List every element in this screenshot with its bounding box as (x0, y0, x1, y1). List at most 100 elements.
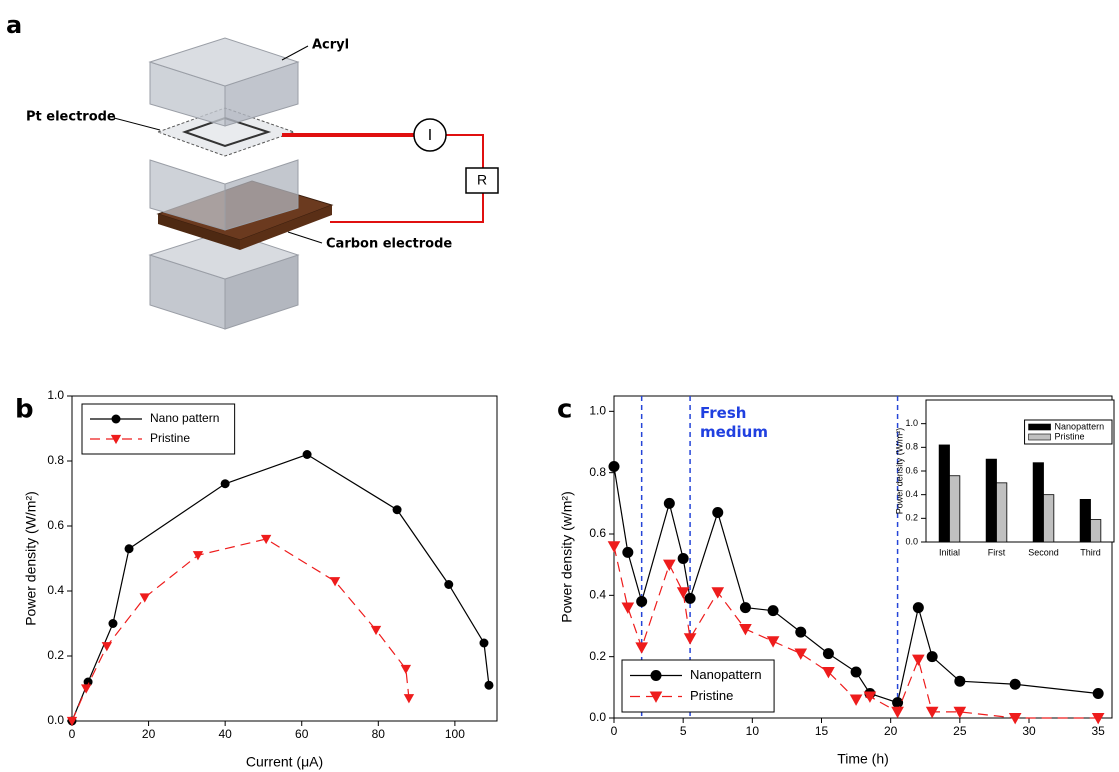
x-tick-label: 30 (1022, 724, 1036, 738)
y-tick-label: 1.0 (47, 388, 64, 402)
marker (663, 559, 676, 571)
marker (912, 654, 925, 667)
legend-marker (111, 414, 121, 424)
bar (1043, 494, 1055, 543)
x-tick-label: 25 (953, 724, 967, 738)
marker (444, 580, 454, 589)
marker (260, 534, 272, 545)
y-tick-label: 0.2 (47, 648, 64, 662)
y-tick-label: 0.8 (47, 453, 64, 467)
y-tick-label: 0.0 (905, 536, 918, 546)
y-tick-label: 0.6 (47, 518, 64, 532)
marker (891, 706, 904, 719)
annotation: Fresh medium (700, 404, 768, 441)
bar (996, 482, 1008, 543)
marker (822, 648, 834, 660)
marker (912, 602, 924, 614)
marker (676, 587, 690, 599)
series-line (71, 538, 410, 722)
legend-label: Pristine (690, 688, 733, 703)
y-axis-label: Power density (w/m²) (559, 491, 575, 622)
y-tick-label: 0.4 (47, 583, 64, 597)
marker (622, 546, 634, 558)
legend-marker (650, 670, 662, 681)
x-tick-label: 60 (295, 727, 309, 741)
y-tick-label: 0.6 (589, 526, 606, 540)
marker (636, 595, 648, 607)
x-tick-label: 10 (746, 724, 760, 738)
x-axis-label: Time (h) (837, 751, 889, 767)
bar (985, 458, 997, 543)
x-tick-label: 20 (884, 724, 898, 738)
y-tick-label: 0.8 (589, 465, 606, 479)
x-tick-label: 5 (680, 724, 687, 738)
marker (739, 602, 751, 614)
marker (684, 592, 696, 604)
x-tick-label: 100 (445, 727, 465, 741)
marker (1091, 712, 1105, 725)
marker (329, 577, 341, 587)
device-diagram: a I R Acryl Pt electrode Carbon electrod (6, 11, 499, 330)
marker (608, 461, 620, 473)
marker (403, 694, 415, 704)
wire (446, 134, 484, 168)
marker (892, 697, 904, 709)
callout (113, 117, 161, 131)
marker (794, 648, 808, 660)
resistor-label: R (477, 172, 487, 188)
x-tick-label: Initial (939, 547, 960, 557)
carbon-plate (158, 214, 240, 250)
marker (83, 677, 93, 687)
x-tick-label: Third (1080, 547, 1101, 557)
marker (925, 706, 939, 719)
marker (863, 691, 877, 703)
resistor (465, 167, 499, 194)
x-tick-label: 0 (611, 724, 618, 738)
block-face (148, 37, 300, 87)
callout-label: Carbon electrode (326, 237, 452, 252)
callout-label: Pt electrode (26, 110, 116, 125)
legend-frame (621, 659, 775, 713)
x-tick-label: 35 (1091, 724, 1105, 738)
marker (1008, 712, 1022, 725)
marker (683, 633, 697, 645)
x-tick-label: Second (1028, 547, 1059, 557)
legend-label: Nanopattern (1055, 421, 1105, 431)
y-tick-label: 0.4 (589, 588, 606, 602)
marker (677, 553, 689, 565)
marker (479, 638, 489, 648)
legend-label: Pristine (1055, 431, 1085, 441)
bar (1032, 462, 1044, 543)
y-tick-label: 0.4 (905, 489, 918, 499)
marker (370, 625, 382, 636)
marker (192, 551, 204, 561)
marker (124, 544, 134, 554)
legend-marker (649, 691, 663, 703)
marker (392, 505, 402, 515)
marker (80, 684, 92, 694)
panel-label: a (6, 11, 22, 39)
marker (849, 694, 863, 706)
y-tick-label: 0.8 (905, 442, 918, 452)
marker (711, 587, 725, 599)
x-axis-label: Current (μA) (246, 754, 323, 770)
x-tick-label: 15 (815, 724, 829, 738)
marker (607, 541, 621, 553)
y-axis-label: Power density (W/m²) (23, 491, 39, 626)
marker (926, 651, 938, 663)
marker (766, 636, 780, 648)
callout-label: Acryl (312, 38, 349, 53)
chart: b 0.0 0.2 0.4 0.6 0.8 1.0 0 20 40 60 80 100 Current (… (15, 388, 498, 770)
bar (1079, 498, 1091, 543)
bar (949, 475, 961, 543)
x-tick-label: 20 (142, 727, 156, 741)
y-tick-label: 0.2 (905, 513, 918, 523)
marker (850, 666, 862, 678)
marker (220, 479, 230, 489)
marker (635, 642, 648, 654)
marker (484, 680, 494, 690)
panel-label: c (557, 395, 572, 425)
